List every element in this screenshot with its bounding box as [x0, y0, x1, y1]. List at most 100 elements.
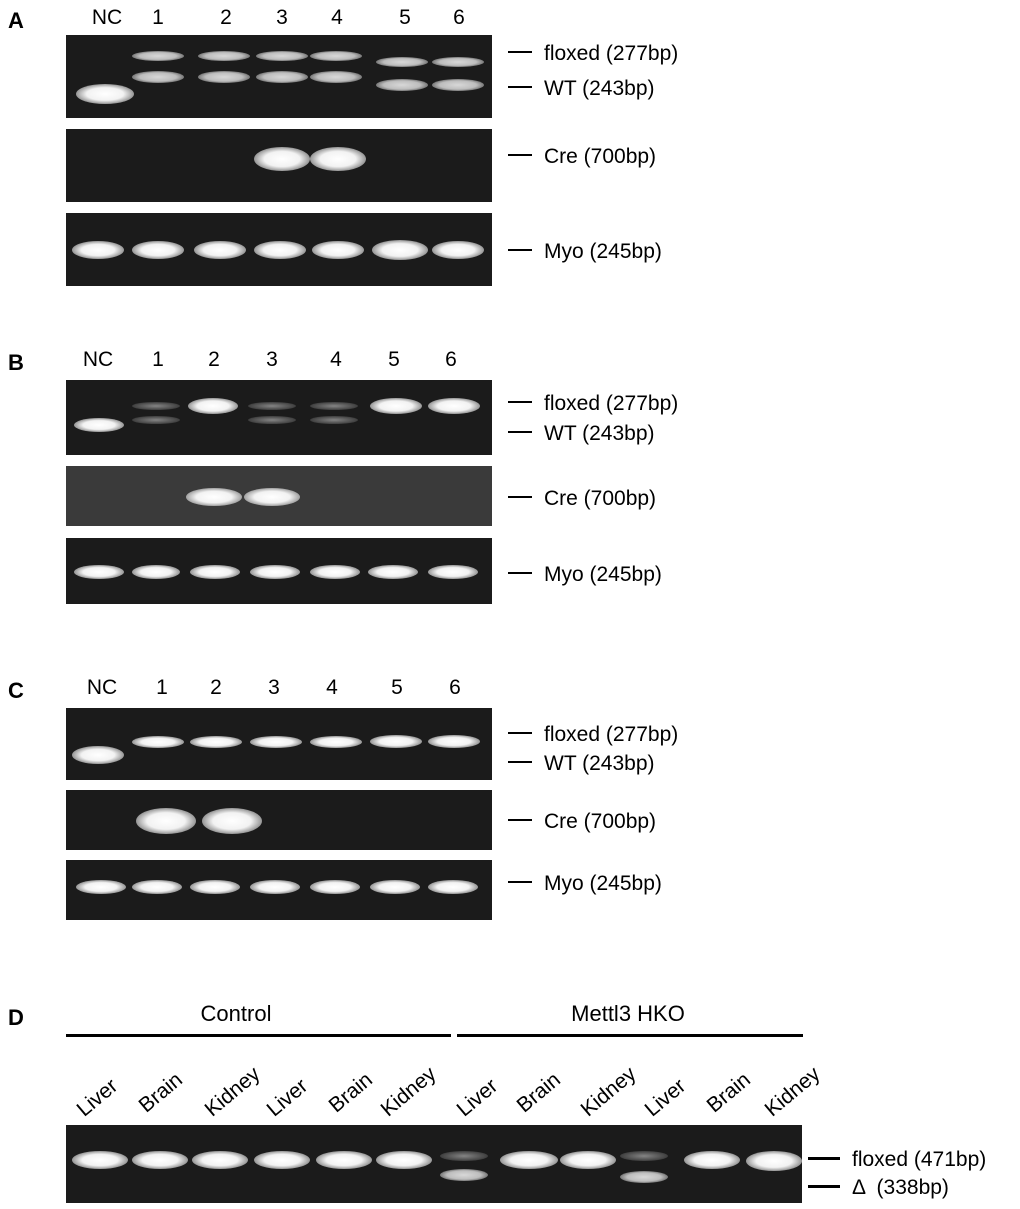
panel-a-letter: A: [8, 8, 24, 33]
band: [132, 51, 184, 61]
band: [254, 147, 310, 171]
band: [188, 398, 238, 414]
band: [202, 808, 262, 834]
lane-label: 5: [399, 6, 411, 29]
band: [132, 736, 184, 748]
tissue-label: Brain: [324, 1068, 377, 1118]
band: [432, 79, 484, 91]
band: [310, 402, 358, 410]
lane-label: NC: [82, 348, 114, 371]
band: [746, 1151, 802, 1171]
band: [250, 565, 300, 579]
lane-label: 3: [268, 676, 280, 699]
gel-c-myo: [66, 860, 492, 920]
marker-wt: WT (243bp): [508, 422, 655, 446]
lane-label: NC: [91, 6, 123, 29]
marker-delta: Δ (338bp): [808, 1176, 949, 1200]
gel-b-cre: [66, 466, 492, 526]
marker-cre: Cre (700bp): [508, 145, 656, 169]
band: [310, 51, 362, 61]
band: [370, 880, 420, 894]
band: [76, 880, 126, 894]
band: [432, 241, 484, 259]
tissue-label: Brain: [512, 1068, 565, 1118]
band: [428, 880, 478, 894]
marker-cre: Cre (700bp): [508, 810, 656, 834]
panel-c-letter: C: [8, 678, 24, 703]
band: [72, 241, 124, 259]
gel-c-cre: [66, 790, 492, 850]
band: [316, 1151, 372, 1169]
band: [132, 565, 180, 579]
marker-myo: Myo (245bp): [508, 872, 662, 896]
band: [432, 57, 484, 67]
band: [310, 736, 362, 748]
band: [72, 746, 124, 764]
band: [428, 398, 480, 414]
band: [620, 1151, 668, 1161]
band: [440, 1169, 488, 1181]
lane-label: 2: [208, 348, 220, 371]
lane-label: 4: [326, 676, 338, 699]
marker-cre: Cre (700bp): [508, 487, 656, 511]
gel-a-myo: [66, 213, 492, 286]
tissue-label: Liver: [640, 1074, 691, 1122]
band: [256, 51, 308, 61]
band: [254, 241, 306, 259]
band: [248, 416, 296, 424]
band: [370, 398, 422, 414]
tissue-label: Brain: [702, 1068, 755, 1118]
tissue-label: Liver: [262, 1074, 313, 1122]
band: [190, 736, 242, 748]
band: [310, 71, 362, 83]
band: [440, 1151, 488, 1161]
band: [370, 735, 422, 748]
band: [560, 1151, 616, 1169]
lane-label: 4: [331, 6, 343, 29]
band: [132, 71, 184, 83]
gel-a-genotype: [66, 35, 492, 118]
lane-label: 4: [330, 348, 342, 371]
gel-d-tissue: [66, 1125, 802, 1203]
panel-d-letter: D: [8, 1005, 24, 1030]
band: [500, 1151, 558, 1169]
lane-label: 6: [445, 348, 457, 371]
band: [310, 416, 358, 424]
lane-label: 1: [152, 6, 164, 29]
lane-label: 6: [453, 6, 465, 29]
lane-label: 5: [388, 348, 400, 371]
band: [428, 565, 478, 579]
band: [620, 1171, 668, 1183]
band: [376, 1151, 432, 1169]
band: [256, 71, 308, 83]
band: [310, 565, 360, 579]
band: [72, 1151, 128, 1169]
band: [76, 84, 134, 104]
band: [186, 488, 242, 506]
group-line-hko: [457, 1034, 803, 1037]
lane-label: 1: [156, 676, 168, 699]
band: [310, 880, 360, 894]
tissue-label: Brain: [134, 1068, 187, 1118]
lane-label: NC: [86, 676, 118, 699]
tissue-label: Kidney: [200, 1062, 265, 1122]
marker-floxed: floxed (277bp): [508, 392, 678, 416]
marker-floxed: floxed (277bp): [508, 723, 678, 747]
band: [312, 241, 364, 259]
tissue-label: Kidney: [760, 1062, 825, 1122]
lane-label: 3: [266, 348, 278, 371]
band: [248, 402, 296, 410]
band: [132, 241, 184, 259]
panel-b-letter: B: [8, 350, 24, 375]
marker-wt: WT (243bp): [508, 77, 655, 101]
band: [376, 79, 428, 91]
lane-label: 6: [449, 676, 461, 699]
band: [190, 565, 240, 579]
group-line-control: [66, 1034, 451, 1037]
lane-label: 2: [210, 676, 222, 699]
band: [376, 57, 428, 67]
marker-floxed: floxed (471bp): [808, 1148, 986, 1172]
group-title-control: Control: [200, 1001, 272, 1026]
band: [250, 880, 300, 894]
band: [136, 808, 196, 834]
